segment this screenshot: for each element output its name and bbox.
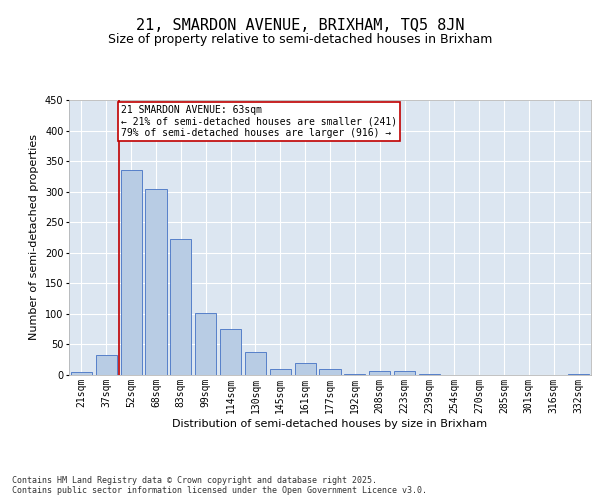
- Bar: [195, 314, 216, 375]
- Bar: [145, 188, 167, 375]
- Bar: [121, 170, 142, 375]
- Bar: [369, 372, 390, 375]
- Y-axis label: Number of semi-detached properties: Number of semi-detached properties: [29, 134, 39, 340]
- Text: 21, SMARDON AVENUE, BRIXHAM, TQ5 8JN: 21, SMARDON AVENUE, BRIXHAM, TQ5 8JN: [136, 18, 464, 32]
- Bar: [170, 240, 191, 375]
- Text: Size of property relative to semi-detached houses in Brixham: Size of property relative to semi-detach…: [108, 32, 492, 46]
- Bar: [568, 374, 589, 375]
- Bar: [295, 363, 316, 375]
- Bar: [96, 355, 117, 375]
- Bar: [245, 352, 266, 375]
- X-axis label: Distribution of semi-detached houses by size in Brixham: Distribution of semi-detached houses by …: [172, 418, 488, 428]
- Bar: [394, 370, 415, 375]
- Bar: [220, 329, 241, 375]
- Text: 21 SMARDON AVENUE: 63sqm
← 21% of semi-detached houses are smaller (241)
79% of : 21 SMARDON AVENUE: 63sqm ← 21% of semi-d…: [121, 105, 397, 138]
- Bar: [270, 369, 291, 375]
- Bar: [319, 369, 341, 375]
- Bar: [344, 374, 365, 375]
- Bar: [419, 374, 440, 375]
- Text: Contains HM Land Registry data © Crown copyright and database right 2025.
Contai: Contains HM Land Registry data © Crown c…: [12, 476, 427, 495]
- Bar: [71, 372, 92, 375]
